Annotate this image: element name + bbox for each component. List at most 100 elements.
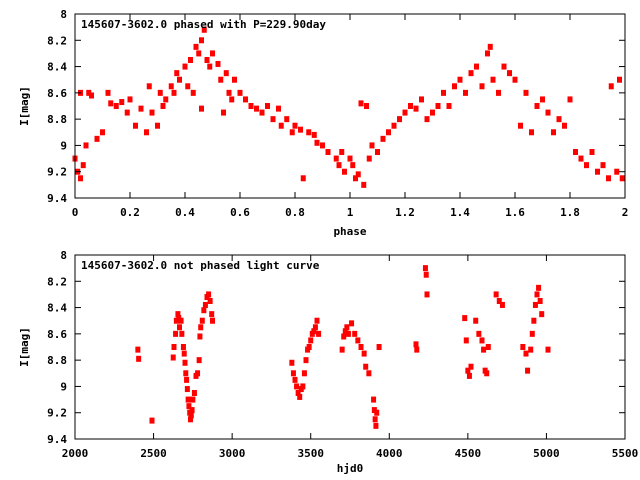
y-tick-label: 8.6 (47, 328, 67, 341)
data-point (339, 346, 345, 353)
data-point (157, 89, 163, 96)
data-point (545, 346, 551, 353)
data-point (284, 116, 290, 123)
data-point (196, 50, 202, 57)
data-point (78, 175, 83, 182)
x-tick-label: 1.2 (395, 206, 415, 219)
data-point (155, 122, 160, 129)
data-point (423, 271, 429, 278)
data-point (119, 99, 125, 106)
data-point (344, 324, 350, 331)
data-point (243, 96, 248, 103)
x-tick-label: 3000 (219, 447, 246, 460)
data-point (308, 337, 314, 344)
data-point (424, 291, 430, 298)
data-point (182, 63, 188, 70)
data-point (358, 100, 364, 107)
data-point (361, 350, 367, 357)
data-point (414, 346, 420, 353)
data-point (537, 298, 543, 304)
data-point (539, 311, 545, 318)
y-tick-label: 8.2 (47, 34, 67, 47)
data-point (520, 344, 526, 350)
y-tick-label: 9 (60, 139, 67, 152)
data-point (413, 341, 419, 348)
data-point (311, 328, 317, 335)
x-tick-label: 0.6 (230, 206, 250, 219)
data-point (175, 311, 181, 318)
data-point (487, 43, 493, 50)
data-point (300, 383, 306, 390)
data-point (531, 317, 537, 324)
data-point (485, 344, 491, 350)
data-point (168, 83, 174, 90)
data-point (413, 105, 419, 112)
data-point (190, 396, 196, 403)
data-point (374, 409, 380, 416)
data-point (170, 354, 176, 361)
data-point (355, 171, 361, 178)
data-point (333, 155, 339, 162)
x-tick-label: 2000 (62, 447, 89, 460)
data-point (424, 116, 430, 123)
y-tick-label: 8 (60, 8, 67, 21)
data-point (144, 129, 149, 136)
data-point (124, 109, 130, 116)
data-point (289, 129, 295, 136)
data-point (173, 330, 179, 337)
data-point (528, 346, 534, 353)
y-tick-label: 9.2 (47, 166, 67, 179)
y-tick-label: 8.6 (47, 87, 67, 100)
data-point (237, 89, 243, 96)
x-tick-label: 2500 (140, 447, 167, 460)
data-point (314, 139, 320, 146)
data-point (163, 96, 169, 103)
data-point (306, 129, 312, 136)
data-point (210, 317, 215, 324)
data-point (197, 333, 203, 340)
data-point (484, 370, 490, 377)
data-point (366, 370, 372, 377)
data-point (608, 83, 614, 90)
data-point (556, 116, 562, 123)
data-point (289, 359, 295, 366)
data-point (300, 175, 306, 182)
data-point (83, 142, 89, 149)
data-point (294, 383, 300, 390)
data-point (386, 129, 391, 136)
data-point (181, 350, 187, 357)
x-tick-label: 1.6 (505, 206, 525, 219)
data-point (358, 344, 364, 350)
data-point (108, 100, 114, 107)
data-point (199, 317, 205, 324)
data-point (185, 396, 191, 403)
data-point (303, 357, 309, 364)
data-point (314, 317, 320, 324)
data-point (149, 109, 155, 116)
data-point (325, 149, 331, 155)
data-point (198, 324, 204, 331)
data-point (347, 155, 353, 162)
data-point (138, 105, 144, 112)
data-point (297, 393, 303, 400)
data-point (534, 291, 540, 298)
data-point (595, 168, 600, 175)
data-point (364, 103, 369, 109)
data-point (512, 76, 518, 83)
x-tick-label: 1.8 (560, 206, 580, 219)
data-point (199, 37, 204, 44)
data-point (226, 89, 232, 96)
data-point (419, 96, 424, 103)
data-point (292, 122, 298, 129)
data-point (463, 337, 469, 344)
data-point (372, 416, 378, 423)
data-point (446, 103, 452, 109)
x-axis-label: phase (333, 225, 366, 238)
data-point (229, 96, 235, 103)
data-point (149, 417, 155, 424)
data-point (617, 76, 622, 83)
data-point (551, 129, 556, 136)
data-point (380, 135, 386, 142)
data-point (339, 149, 345, 155)
data-point (567, 96, 573, 103)
